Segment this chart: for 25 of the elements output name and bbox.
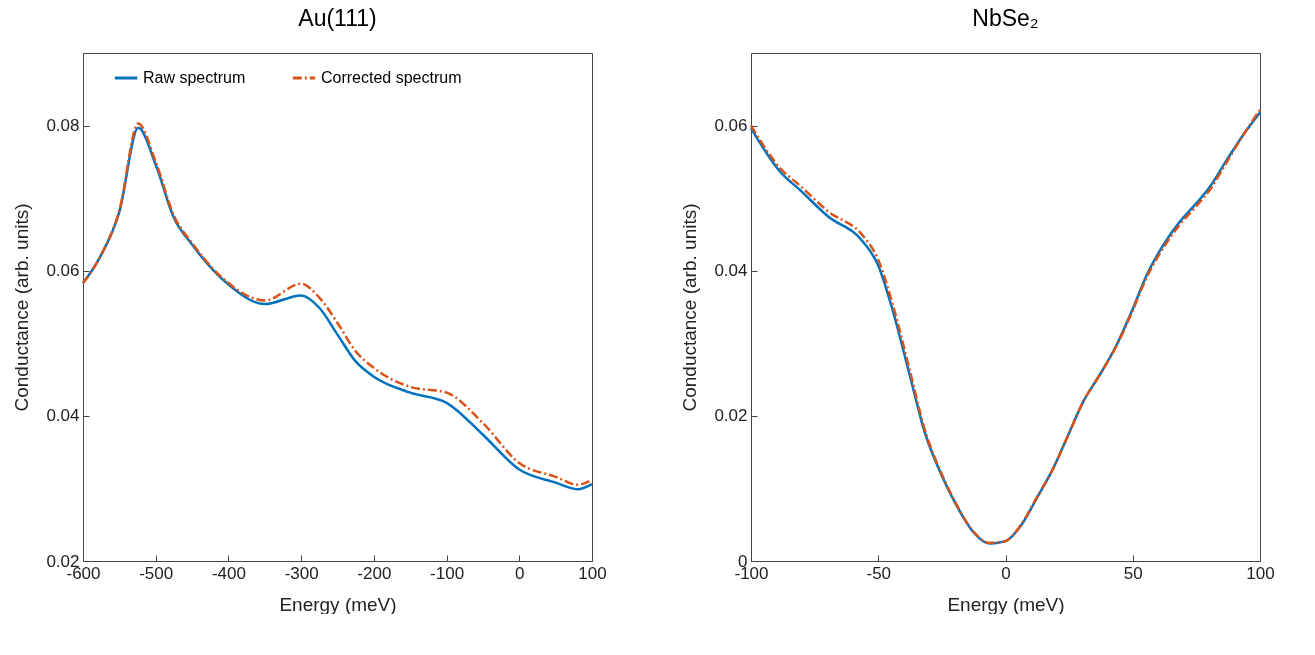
y-tick-label: 0.04: [46, 406, 80, 426]
y-axis-title: Conductance (arb. units): [679, 203, 701, 412]
x-tick-label: 100: [1246, 563, 1275, 583]
y-tick-label: 0.08: [46, 116, 80, 136]
y-tick-label: 0.06: [46, 261, 80, 281]
y-axis-title: Conductance (arb. units): [11, 203, 33, 412]
chart-title: Au(111): [298, 5, 377, 31]
x-tick-label: 0: [1001, 563, 1011, 583]
x-tick-label: -300: [284, 563, 319, 583]
x-tick-label: -100: [430, 563, 465, 583]
y-tick-label: 0.02: [714, 406, 748, 426]
chart-title: NbSe₂: [972, 5, 1039, 31]
x-tick-label: -200: [357, 563, 392, 583]
x-axis-title: Energy (meV): [947, 593, 1065, 615]
legend-label: Corrected spectrum: [321, 69, 462, 86]
x-tick-label: 100: [578, 563, 607, 583]
y-tick-label: 0.06: [714, 116, 748, 136]
x-tick-label: -500: [139, 563, 174, 583]
x-axis-title: Energy (meV): [279, 593, 397, 615]
x-tick-label: -400: [211, 563, 246, 583]
x-tick-label: 50: [1123, 563, 1143, 583]
y-tick-label: 0.04: [714, 261, 748, 281]
x-tick-label: 0: [515, 563, 525, 583]
legend-label: Raw spectrum: [143, 69, 246, 86]
x-tick-label: -50: [866, 563, 892, 583]
